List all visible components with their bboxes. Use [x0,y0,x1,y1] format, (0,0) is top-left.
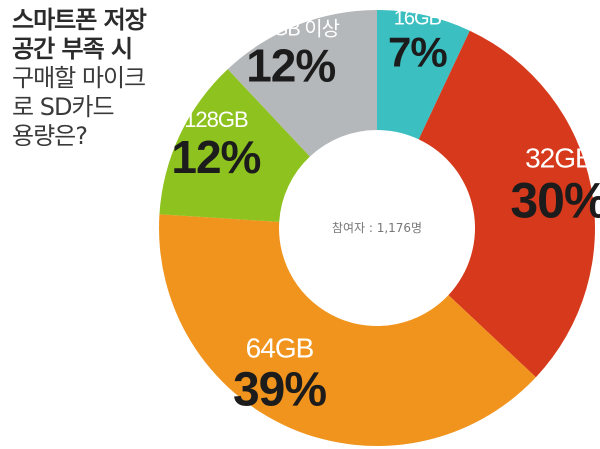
slice-category-label: 16GB [394,7,442,29]
slice-64gb [159,214,536,446]
slice-category-label: 256GB 이상 [242,17,339,40]
slice-16gb [377,10,470,140]
donut-slices [159,10,595,446]
title-line-3: 구매할 마이크 [12,64,146,92]
slice-value-label: 12% [246,39,335,91]
title-line-5: 용량은? [12,122,88,150]
slice-value-label: 12% [171,131,260,183]
slice-value-label: 7% [388,28,447,75]
title-line-2: 공간 부족 시 [12,35,133,63]
slice-256gb-이상 [227,10,377,157]
slice-128gb [159,69,310,222]
slice-category-label: 32GB [525,143,593,174]
title-line-1: 스마트폰 저장 [12,6,147,34]
slice-32gb [418,30,595,378]
participants-note: 참여자 : 1,176명 [332,221,422,235]
title-line-4: 로 SD카드 [12,93,115,121]
slice-value-label: 30% [510,173,600,229]
slice-category-label: 64GB [246,333,314,364]
chart-title: 스마트폰 저장 공간 부족 시 구매할 마이크 로 SD카드 용량은? [12,6,212,151]
slice-category-label: 128GB [184,107,248,132]
slice-value-label: 39% [233,364,326,417]
